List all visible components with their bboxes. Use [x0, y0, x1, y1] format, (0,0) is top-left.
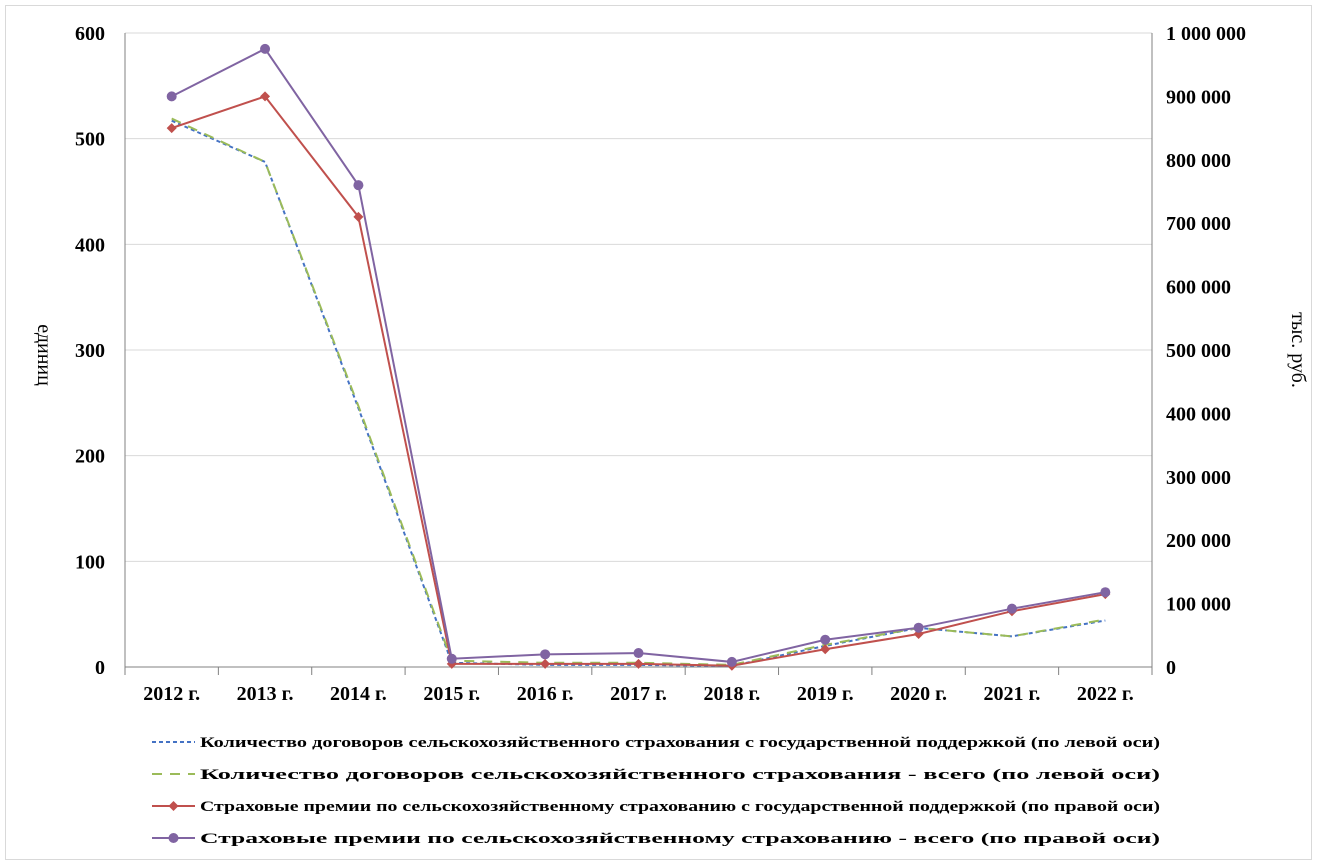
- data-point: [260, 91, 271, 102]
- x-tick-label: 2022 г.: [1077, 683, 1134, 705]
- legend-item: Страховые премии по сельскохозяйственном…: [152, 831, 1160, 847]
- x-tick-label: 2014 г.: [330, 683, 387, 705]
- series-line: [171, 119, 1106, 667]
- x-tick-label: 2013 г.: [237, 683, 294, 705]
- right-axis-ticks: 0 100 000 200 000 300 000 400 000 500 000 600 …: [1166, 23, 1246, 679]
- series-line: [171, 95, 1106, 667]
- series-4: [166, 43, 1111, 667]
- axes: [124, 33, 1153, 675]
- series-3: [166, 91, 1111, 671]
- left-tick-label: 500: [75, 129, 105, 151]
- right-axis-title: тыс. руб.: [1287, 312, 1309, 388]
- right-tick-label: 800 000: [1166, 150, 1231, 172]
- right-tick-label: 0: [1166, 657, 1176, 679]
- x-tick-label: 2019 г.: [797, 683, 854, 705]
- legend-marker: [168, 833, 179, 843]
- right-tick-label: 900 000: [1166, 86, 1231, 108]
- gridlines: [125, 32, 1152, 562]
- left-axis-title: единиц: [33, 324, 55, 386]
- data-point: [166, 91, 177, 102]
- data-point: [1006, 603, 1017, 614]
- x-axis-ticks: 2012 г. 2013 г. 2014 г. 2015 г. 2016 г. 2017 …: [143, 683, 1133, 705]
- x-tick-label: 2021 г.: [984, 683, 1041, 705]
- left-tick-label: 600: [75, 23, 105, 45]
- x-tick-label: 2012 г.: [143, 683, 200, 705]
- data-point: [260, 43, 271, 54]
- x-tick-label: 2020 г.: [890, 683, 947, 705]
- legend-label: Количество договоров сельскохозяйственно…: [200, 735, 1160, 751]
- data-point: [633, 648, 644, 659]
- legend-label: Страховые премии по сельскохозяйственном…: [200, 831, 1160, 847]
- legend-item: Страховые премии по сельскохозяйственном…: [152, 799, 1160, 815]
- data-point: [353, 211, 364, 222]
- x-tick-label: 2017 г.: [610, 683, 667, 705]
- data-point: [166, 123, 177, 134]
- series-line: [171, 117, 1106, 666]
- series-line: [171, 47, 1106, 663]
- legend-label: Количество договоров сельскохозяйственно…: [200, 767, 1160, 783]
- left-axis-ticks: 0 100 200 300 400 500 600: [75, 23, 105, 679]
- data-point: [820, 644, 831, 655]
- left-tick-label: 300: [75, 340, 105, 362]
- legend-item: Количество договоров сельскохозяйственно…: [152, 767, 1160, 783]
- right-tick-label: 1 000 000: [1166, 23, 1246, 45]
- legend-label: Страховые премии по сельскохозяйственном…: [200, 799, 1160, 815]
- right-tick-label: 100 000: [1166, 594, 1231, 616]
- data-point: [1100, 587, 1111, 598]
- series-1: [171, 119, 1106, 667]
- right-tick-label: 700 000: [1166, 213, 1231, 235]
- right-tick-label: 600 000: [1166, 277, 1231, 299]
- left-tick-label: 200: [75, 446, 105, 468]
- right-tick-label: 400 000: [1166, 403, 1231, 425]
- data-point: [540, 649, 551, 660]
- left-tick-label: 100: [75, 551, 105, 573]
- legend-item: Количество договоров сельскохозяйственно…: [152, 735, 1160, 751]
- x-tick-label: 2018 г.: [703, 683, 760, 705]
- data-point: [353, 180, 364, 191]
- series-lines: [166, 43, 1111, 671]
- x-tick-label: 2015 г.: [423, 683, 480, 705]
- x-tick-label: 2016 г.: [517, 683, 574, 705]
- left-tick-label: 400: [75, 234, 105, 256]
- data-point: [913, 622, 924, 633]
- data-point: [633, 658, 644, 669]
- right-tick-label: 200 000: [1166, 530, 1231, 552]
- series-2: [171, 117, 1106, 666]
- legend-marker: [168, 801, 179, 811]
- data-point: [540, 658, 551, 669]
- data-point: [726, 656, 737, 667]
- data-point: [820, 634, 831, 645]
- data-point: [446, 653, 457, 664]
- legend: Количество договоров сельскохозяйственно…: [152, 735, 1160, 847]
- right-tick-label: 500 000: [1166, 340, 1231, 362]
- left-tick-label: 0: [95, 657, 105, 679]
- right-tick-label: 300 000: [1166, 467, 1231, 489]
